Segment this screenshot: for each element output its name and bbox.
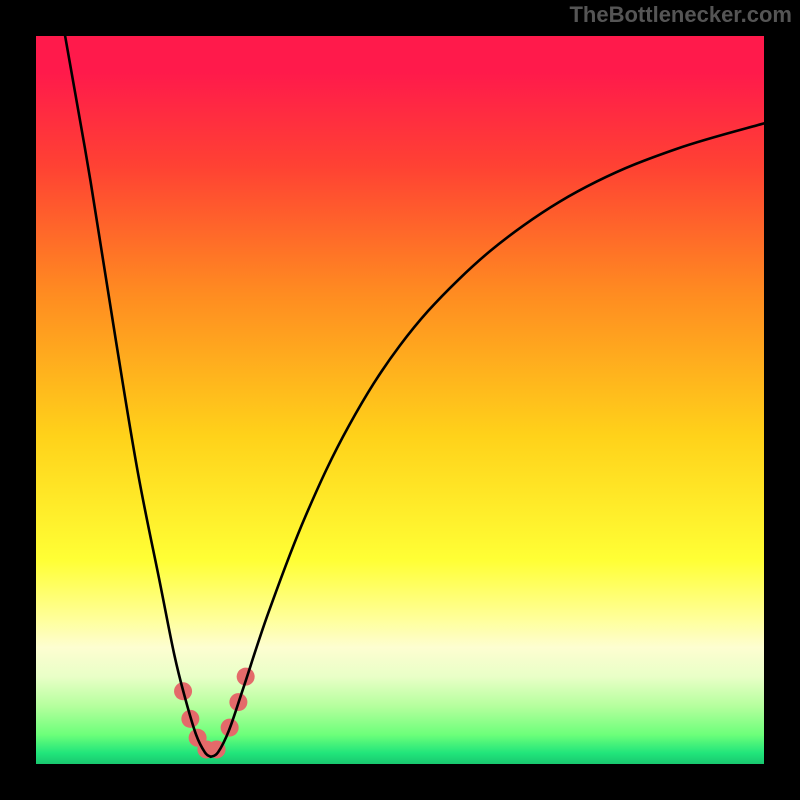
bottleneck-curve bbox=[36, 36, 764, 764]
curve-right-branch bbox=[211, 123, 764, 756]
critical-markers bbox=[174, 668, 255, 759]
curve-left-branch bbox=[65, 36, 211, 757]
plot-area bbox=[36, 36, 764, 764]
chart-container: TheBottlenecker.com bbox=[0, 0, 800, 800]
watermark-text: TheBottlenecker.com bbox=[569, 2, 792, 28]
